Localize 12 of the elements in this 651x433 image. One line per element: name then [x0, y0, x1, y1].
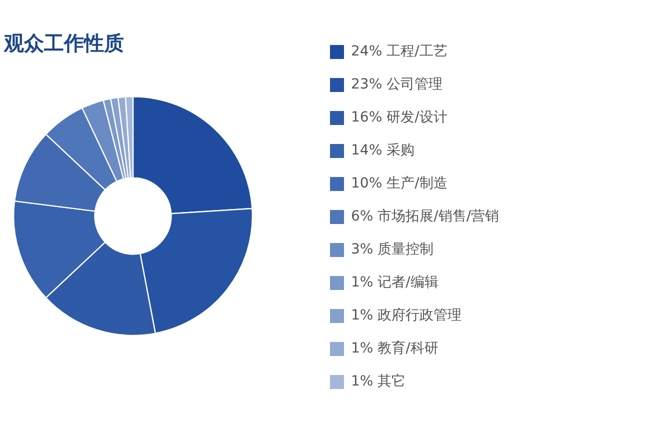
chart-title: 观众工作性质 [3, 31, 124, 56]
legend-label: 10% 生产/制造 [351, 176, 448, 192]
legend-label: 14% 采购 [351, 142, 415, 159]
legend-label: 1% 其它 [351, 374, 406, 390]
legend-label: 6% 市场拓展/销售/营销 [351, 208, 500, 225]
legend-label: 1% 教育/科研 [351, 340, 438, 357]
legend-label: 24% 工程/工艺 [351, 44, 448, 60]
legend-label: 1% 记者/编辑 [351, 274, 438, 291]
legend-label: 16% 研发/设计 [351, 110, 448, 126]
legend-label: 3% 质量控制 [351, 242, 434, 258]
legend-label: 1% 政府行政管理 [351, 308, 462, 324]
legend-label: 23% 公司管理 [351, 76, 443, 93]
